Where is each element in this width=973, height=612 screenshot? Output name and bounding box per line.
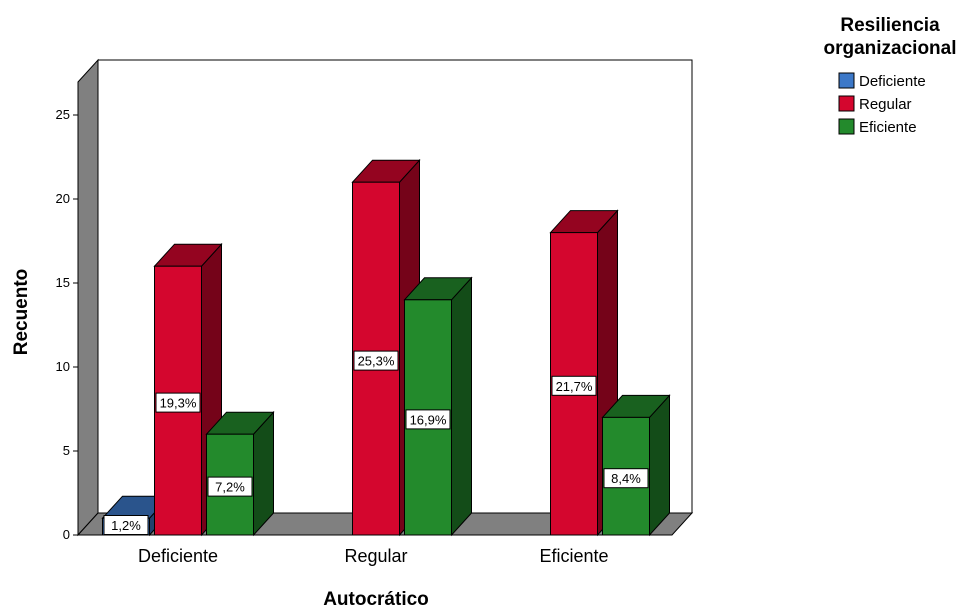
data-label-box <box>405 409 451 430</box>
left-wall <box>77 58 99 537</box>
data-label-box <box>603 468 649 489</box>
data-label-box <box>353 350 399 371</box>
legend-label: Deficiente <box>859 73 926 90</box>
y-axis-title: Recuento <box>11 269 32 356</box>
bar-side <box>649 394 670 537</box>
bar-eficiente-eficiente <box>601 394 671 537</box>
x-tick-label: Deficiente <box>138 546 218 566</box>
x-axis: Deficiente Regular Eficiente <box>138 546 609 566</box>
data-label-text: 16,9% <box>410 412 447 427</box>
data-label-box <box>207 476 253 497</box>
legend-item-eficiente: Eficiente <box>838 118 917 136</box>
legend-swatch <box>838 95 855 112</box>
legend-item-deficiente: Deficiente <box>838 72 926 90</box>
y-tick-label: 25 <box>56 107 70 122</box>
legend-swatch <box>838 72 855 89</box>
data-labels: 1,2% 19,3% 7,2% 25,3% 16,9% 21,7% 8,4% <box>103 350 649 535</box>
y-tick-label: 10 <box>56 359 70 374</box>
data-label: 21,7% <box>551 375 597 396</box>
y-tick-label: 0 <box>63 527 70 542</box>
legend-label: Regular <box>859 96 912 113</box>
data-label-text: 25,3% <box>358 354 395 369</box>
legend-items: Deficiente Regular Eficiente <box>838 72 926 136</box>
x-tick-label: Regular <box>344 546 407 566</box>
y-tick-label: 5 <box>63 443 70 458</box>
data-label: 19,3% <box>155 392 201 413</box>
legend-title-line1: Resiliencia <box>840 15 940 36</box>
data-label-box <box>551 375 597 396</box>
y-tick-label: 15 <box>56 275 70 290</box>
legend-swatch <box>838 118 855 135</box>
data-label: 16,9% <box>405 409 451 430</box>
legend: Resiliencia organizacional Deficiente Reg… <box>823 15 956 136</box>
data-label-box <box>103 515 149 535</box>
data-label-box <box>155 392 201 413</box>
data-label: 8,4% <box>603 468 649 489</box>
bar-side <box>451 276 472 537</box>
y-axis: 0 5 10 15 20 25 <box>56 107 78 542</box>
data-label: 25,3% <box>353 350 399 371</box>
data-label-text: 19,3% <box>160 396 197 411</box>
bar-eficiente-regular <box>403 276 473 537</box>
data-label-text: 1,2% <box>111 518 141 533</box>
data-label: 1,2% <box>103 515 149 535</box>
x-axis-title: Autocrático <box>323 589 429 610</box>
data-label: 7,2% <box>207 476 253 497</box>
legend-item-regular: Regular <box>838 95 912 113</box>
y-tick-label: 20 <box>56 191 70 206</box>
data-label-text: 8,4% <box>611 471 641 486</box>
bar-eficiente-deficiente <box>205 410 275 537</box>
data-label-text: 7,2% <box>215 480 245 495</box>
data-label-text: 21,7% <box>556 379 593 394</box>
x-tick-label: Eficiente <box>539 546 608 566</box>
legend-label: Eficiente <box>859 119 917 136</box>
legend-title-line2: organizacional <box>823 38 956 59</box>
